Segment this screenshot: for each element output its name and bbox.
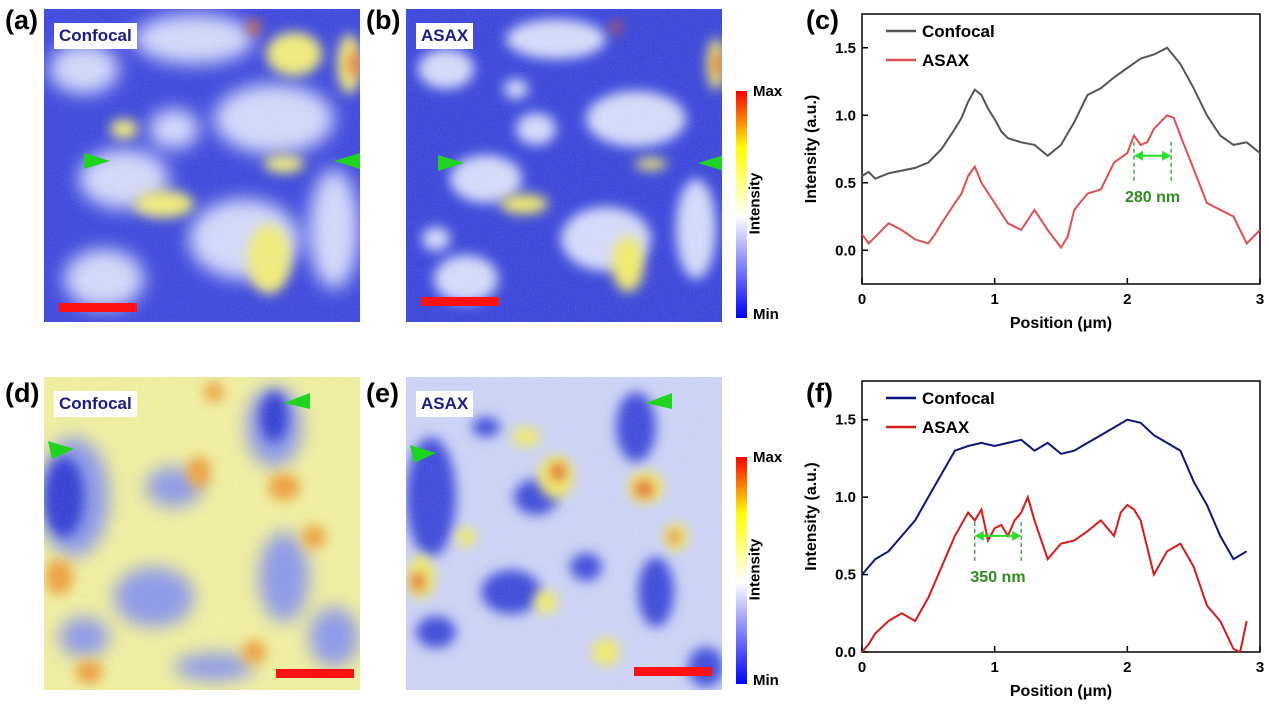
image-tag: Confocal xyxy=(54,23,137,49)
series-line-confocal xyxy=(861,418,1248,576)
annotation-arrowhead xyxy=(974,530,984,541)
y-tick-label: 0.5 xyxy=(835,175,856,192)
x-tick-label: 2 xyxy=(1123,659,1131,676)
scale-bar xyxy=(421,297,499,306)
scale-bar xyxy=(634,667,712,676)
annotation-arrowhead xyxy=(1133,150,1143,161)
y-tick-label: 0.5 xyxy=(835,567,856,584)
x-tick-label: 2 xyxy=(1123,291,1131,308)
y-tick-label: 0.0 xyxy=(835,242,856,259)
colorbar-min: Min xyxy=(753,672,779,689)
x-tick-label: 3 xyxy=(1256,291,1264,308)
x-tick-label: 0 xyxy=(858,659,866,676)
image-asax-bottom: ASAX xyxy=(406,377,722,690)
x-axis-label: Position (μm) xyxy=(1010,683,1112,700)
x-tick-label: 3 xyxy=(1256,659,1264,676)
image-tag: ASAX xyxy=(416,391,474,417)
arrowhead-marker xyxy=(284,393,310,409)
image-tag: Confocal xyxy=(54,391,137,417)
series-line-asax xyxy=(861,494,1248,654)
legend-entry: ASAX xyxy=(922,418,970,437)
colorbar-top xyxy=(736,91,747,318)
y-tick-label: 1.5 xyxy=(835,40,856,57)
arrowhead-marker xyxy=(410,445,436,463)
panel-label-b: (b) xyxy=(366,5,401,35)
series-line-confocal xyxy=(861,46,1261,180)
colorbar-max: Max xyxy=(753,83,783,100)
x-tick-label: 1 xyxy=(990,291,998,308)
y-tick-label: 1.5 xyxy=(835,412,856,429)
x-tick-label: 0 xyxy=(858,291,866,308)
colorbar-min: Min xyxy=(753,306,779,323)
image-asax-top: ASAX xyxy=(406,9,722,322)
line-plot-top: 0 1 2 3 0.0 0.5 1.0 1.5 Position (μm) Intensity (… xyxy=(803,13,1264,332)
panel-label-d: (d) xyxy=(5,378,40,408)
plot-frame xyxy=(861,13,1261,285)
arrowhead-marker xyxy=(84,153,110,169)
y-tick-label: 1.0 xyxy=(835,489,856,506)
image-confocal-bottom: Confocal xyxy=(44,377,360,690)
arrowhead-marker xyxy=(646,393,672,409)
annotation-arrowhead xyxy=(1162,150,1172,161)
colorbar-bottom xyxy=(736,457,747,684)
legend-entry: Confocal xyxy=(922,22,995,41)
arrowhead-marker xyxy=(334,153,360,169)
legend-entry: Confocal xyxy=(922,389,995,408)
y-axis-label: Intensity (a.u.) xyxy=(803,95,820,203)
annotation-label: 280 nm xyxy=(1125,189,1180,206)
scale-bar xyxy=(276,669,354,678)
x-tick-label: 1 xyxy=(990,659,998,676)
legend-entry: ASAX xyxy=(922,51,970,70)
annotation-arrowhead xyxy=(1012,530,1022,541)
x-axis-label: Position (μm) xyxy=(1010,315,1112,332)
panel-label-e: (e) xyxy=(366,378,399,408)
y-tick-label: 1.0 xyxy=(835,107,856,124)
y-axis-label: Intensity (a.u.) xyxy=(803,462,820,570)
image-tag: ASAX xyxy=(416,23,474,49)
annotation-label: 350 nm xyxy=(970,569,1025,586)
scale-bar xyxy=(59,303,137,312)
colorbar-max: Max xyxy=(753,449,783,466)
arrowhead-marker xyxy=(438,155,464,171)
y-tick-label: 0.0 xyxy=(835,644,856,661)
plot-frame xyxy=(861,380,1261,653)
panel-label-c: (c) xyxy=(806,5,839,35)
series-line-asax xyxy=(861,114,1261,250)
image-confocal-top: Confocal xyxy=(44,9,360,322)
arrowhead-marker xyxy=(698,155,722,171)
panel-label-f: (f) xyxy=(806,378,833,408)
panel-label-a: (a) xyxy=(5,5,38,35)
arrowhead-marker xyxy=(48,441,74,459)
